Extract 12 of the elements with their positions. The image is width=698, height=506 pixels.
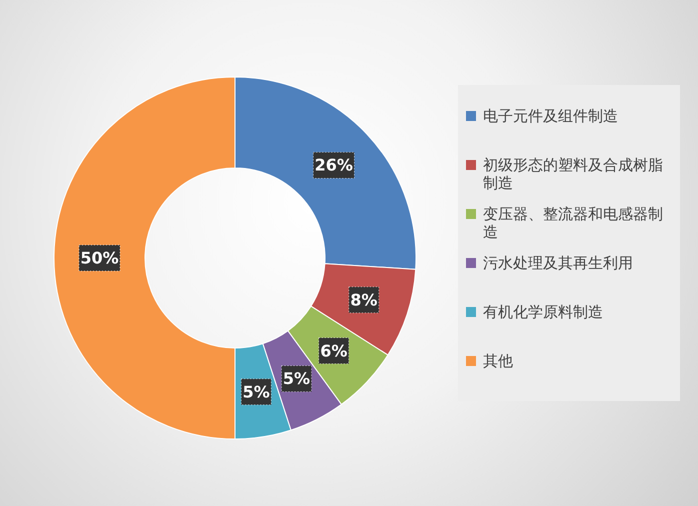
legend-label: 初级形态的塑料及合成树脂制造 — [483, 156, 664, 192]
data-label: 5% — [242, 382, 270, 402]
legend-label: 电子元件及组件制造 — [483, 107, 618, 125]
data-label: 8% — [350, 290, 378, 310]
data-label: 50% — [80, 248, 119, 268]
legend-label: 其他 — [483, 352, 513, 370]
data-label: 6% — [320, 341, 348, 360]
legend-label: 变压器、整流器和电感器制造 — [483, 205, 664, 241]
legend-label: 有机化学原料制造 — [483, 303, 603, 321]
data-label: 5% — [282, 369, 310, 388]
data-label: 26% — [314, 156, 353, 175]
legend-label: 污水处理及其再生利用 — [483, 254, 633, 272]
